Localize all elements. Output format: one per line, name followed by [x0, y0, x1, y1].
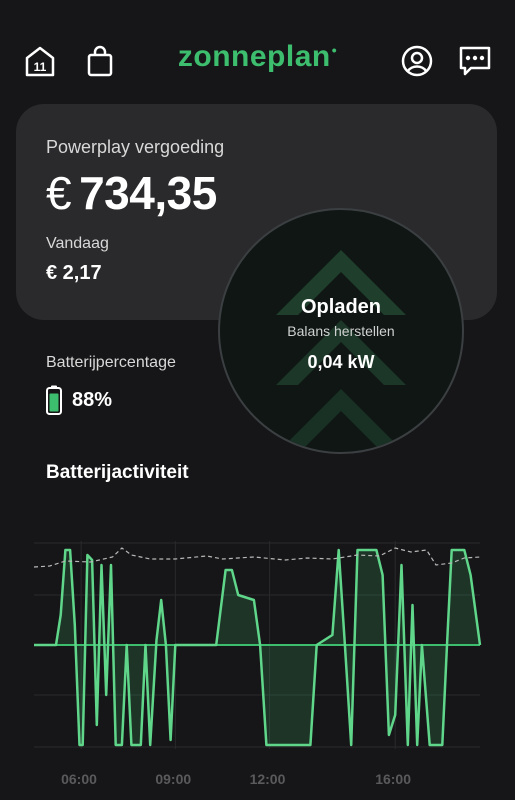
battery-row: 88%	[46, 385, 112, 415]
svg-text:11: 11	[34, 60, 47, 74]
battery-power-line	[34, 548, 482, 747]
earnings-amount: €734,35	[46, 166, 217, 220]
battery-activity-chart[interactable]	[0, 525, 515, 765]
earnings-value: 734,35	[79, 167, 217, 219]
earnings-title: Powerplay vergoeding	[46, 137, 225, 157]
battery-percentage-line	[33, 547, 481, 568]
status-subtitle: Balans herstellen	[287, 323, 395, 339]
x-tick-label: 12:00	[249, 771, 286, 787]
battery-label: Batterijpercentage	[46, 354, 176, 371]
brand-logo[interactable]: zonneplan•	[0, 40, 515, 74]
chat-button[interactable]	[455, 41, 495, 81]
battery-power-area	[34, 550, 480, 745]
x-tick-label: 09:00	[155, 771, 192, 787]
calendar-icon: 11	[25, 46, 55, 77]
shop-button[interactable]	[80, 41, 120, 81]
user-icon	[401, 45, 433, 77]
status-title: Opladen	[300, 296, 381, 318]
currency-symbol: €	[46, 167, 72, 219]
shopping-bag-icon	[87, 45, 113, 77]
charging-chevrons-icon	[276, 250, 406, 450]
logo-dot: •	[331, 42, 338, 58]
status-power: 0,04 kW	[307, 352, 375, 372]
battery-fill	[49, 393, 59, 412]
x-tick-label: 06:00	[61, 771, 97, 787]
battery-status-circle[interactable]: Opladen Balans herstellen 0,04 kW	[218, 208, 464, 454]
battery-icon	[46, 385, 62, 415]
battery-value: 88%	[72, 388, 113, 411]
activity-title: Batterijactiviteit	[46, 462, 189, 483]
chat-icon	[459, 46, 491, 76]
today-value: € 2,17	[46, 262, 102, 284]
calendar-button[interactable]: 11	[20, 41, 60, 81]
today-label: Vandaag	[46, 235, 109, 252]
profile-button[interactable]	[397, 41, 437, 81]
x-tick-label: 16:00	[375, 771, 411, 787]
top-bar: 11 zonneplan•	[0, 0, 515, 100]
logo-text: zonneplan	[177, 40, 331, 73]
